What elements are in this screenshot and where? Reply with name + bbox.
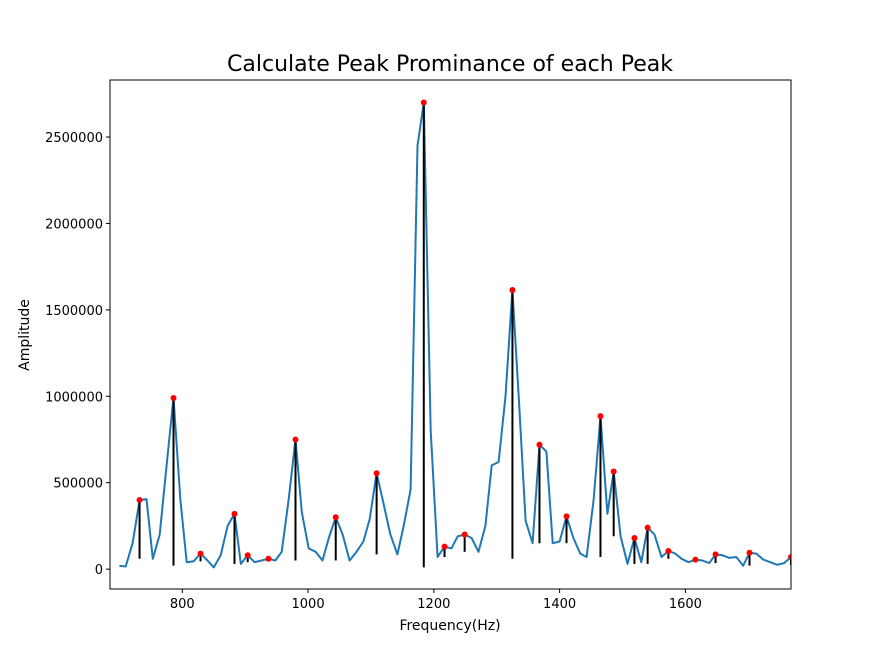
- peak-marker: [136, 496, 143, 503]
- x-tick-label: 800: [170, 597, 195, 612]
- y-tick-label: 500000: [53, 477, 103, 492]
- plot-area: [119, 99, 791, 569]
- y-tick-label: 2500000: [45, 131, 103, 146]
- peak-marker: [746, 549, 753, 556]
- peak-marker: [441, 543, 448, 550]
- peak-marker: [536, 441, 543, 448]
- x-tick-label: 1000: [292, 597, 325, 612]
- peak-marker: [644, 524, 651, 531]
- x-axis-ticks: 800 1000 1200 1400 1600: [170, 589, 702, 612]
- x-tick-label: 1200: [417, 597, 450, 612]
- peak-marker: [712, 551, 719, 558]
- peak-marker: [231, 510, 238, 517]
- peak-marker: [692, 556, 699, 563]
- x-tick-label: 1600: [669, 597, 702, 612]
- peak-marker: [265, 555, 272, 562]
- x-axis-label: Frequency(Hz): [399, 618, 500, 634]
- signal-line: [119, 101, 791, 569]
- y-tick-label: 2000000: [45, 217, 103, 232]
- peak-marker: [170, 395, 177, 402]
- peak-marker: [292, 436, 299, 443]
- peak-marker: [373, 470, 380, 477]
- y-tick-label: 1500000: [45, 304, 103, 319]
- peak-marker: [509, 286, 516, 293]
- chart-title: Calculate Peak Prominance of each Peak: [227, 52, 673, 77]
- plot-frame: [109, 79, 792, 590]
- peak-marker: [563, 513, 570, 520]
- y-axis-ticks: 0 500000 1000000 1500000 2000000 2500000: [45, 131, 110, 578]
- peak-marker: [665, 547, 672, 554]
- y-axis-label: Amplitude: [17, 299, 33, 371]
- peak-marker: [244, 552, 251, 559]
- peak-marker: [197, 550, 204, 557]
- peak-marker: [788, 554, 791, 561]
- peak-marker: [631, 535, 638, 542]
- peak-marker: [610, 468, 617, 475]
- peak-marker: [597, 413, 604, 420]
- y-tick-label: 0: [95, 563, 103, 578]
- peak-marker: [420, 99, 427, 106]
- peak-marker: [461, 531, 468, 538]
- x-tick-label: 1400: [543, 597, 576, 612]
- peak-marker: [332, 514, 339, 521]
- y-tick-label: 1000000: [45, 390, 103, 405]
